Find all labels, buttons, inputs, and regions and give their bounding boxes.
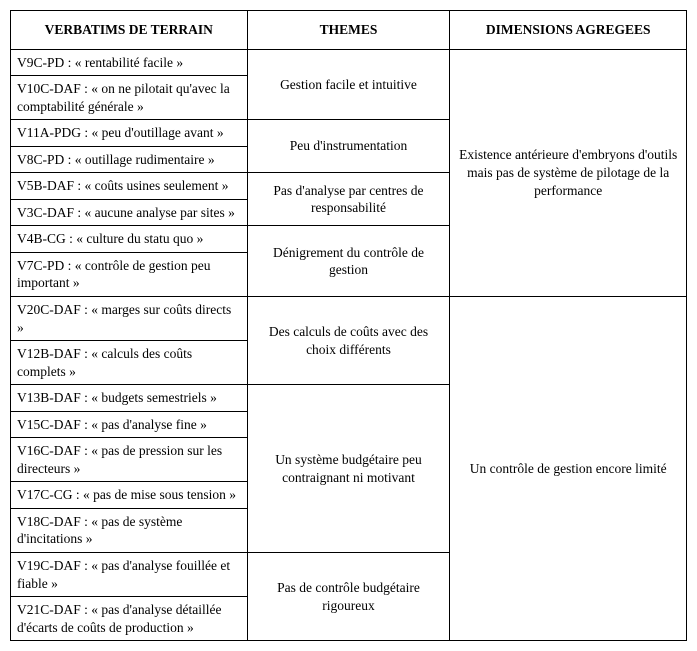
cell-v5b: V5B-DAF : « coûts usines seulement »: [11, 173, 248, 200]
header-themes: THEMES: [247, 11, 450, 50]
theme-pas-controle-budgetaire: Pas de contrôle budgétaire rigoureux: [247, 553, 450, 641]
cell-v10c: V10C-DAF : « on ne pilotait qu'avec la c…: [11, 76, 248, 120]
dimension-controle-limite: Un contrôle de gestion encore limité: [450, 297, 687, 641]
theme-denigrement: Dénigrement du contrôle de gestion: [247, 226, 450, 297]
theme-gestion-facile: Gestion facile et intuitive: [247, 49, 450, 120]
verbatims-table: VERBATIMS DE TERRAIN THEMES DIMENSIONS A…: [10, 10, 687, 641]
cell-v7c: V7C-PD : « contrôle de gestion peu impor…: [11, 252, 248, 296]
dimension-embryons: Existence antérieure d'embryons d'outils…: [450, 49, 687, 296]
cell-v16c: V16C-DAF : « pas de pression sur les dir…: [11, 438, 248, 482]
cell-v4b: V4B-CG : « culture du statu quo »: [11, 226, 248, 253]
cell-v17c: V17C-CG : « pas de mise sous tension »: [11, 482, 248, 509]
theme-calculs-couts: Des calculs de coûts avec des choix diff…: [247, 297, 450, 385]
cell-v3c: V3C-DAF : « aucune analyse par sites »: [11, 199, 248, 226]
cell-v12b: V12B-DAF : « calculs des coûts complets …: [11, 341, 248, 385]
cell-v19c: V19C-DAF : « pas d'analyse fouillée et f…: [11, 553, 248, 597]
theme-systeme-budgetaire: Un système budgétaire peu contraignant n…: [247, 385, 450, 553]
header-verbatims: VERBATIMS DE TERRAIN: [11, 11, 248, 50]
theme-peu-instrumentation: Peu d'instrumentation: [247, 120, 450, 173]
cell-v13b: V13B-DAF : « budgets semestriels »: [11, 385, 248, 412]
cell-v8c: V8C-PD : « outillage rudimentaire »: [11, 146, 248, 173]
cell-v11a: V11A-PDG : « peu d'outillage avant »: [11, 120, 248, 147]
cell-v15c: V15C-DAF : « pas d'analyse fine »: [11, 411, 248, 438]
header-dimensions: DIMENSIONS AGREGEES: [450, 11, 687, 50]
cell-v9c: V9C-PD : « rentabilité facile »: [11, 49, 248, 76]
theme-pas-analyse-centres: Pas d'analyse par centres de responsabil…: [247, 173, 450, 226]
cell-v21c: V21C-DAF : « pas d'analyse détaillée d'é…: [11, 597, 248, 641]
cell-v20c: V20C-DAF : « marges sur coûts directs »: [11, 297, 248, 341]
cell-v18c: V18C-DAF : « pas de système d'incitation…: [11, 508, 248, 552]
